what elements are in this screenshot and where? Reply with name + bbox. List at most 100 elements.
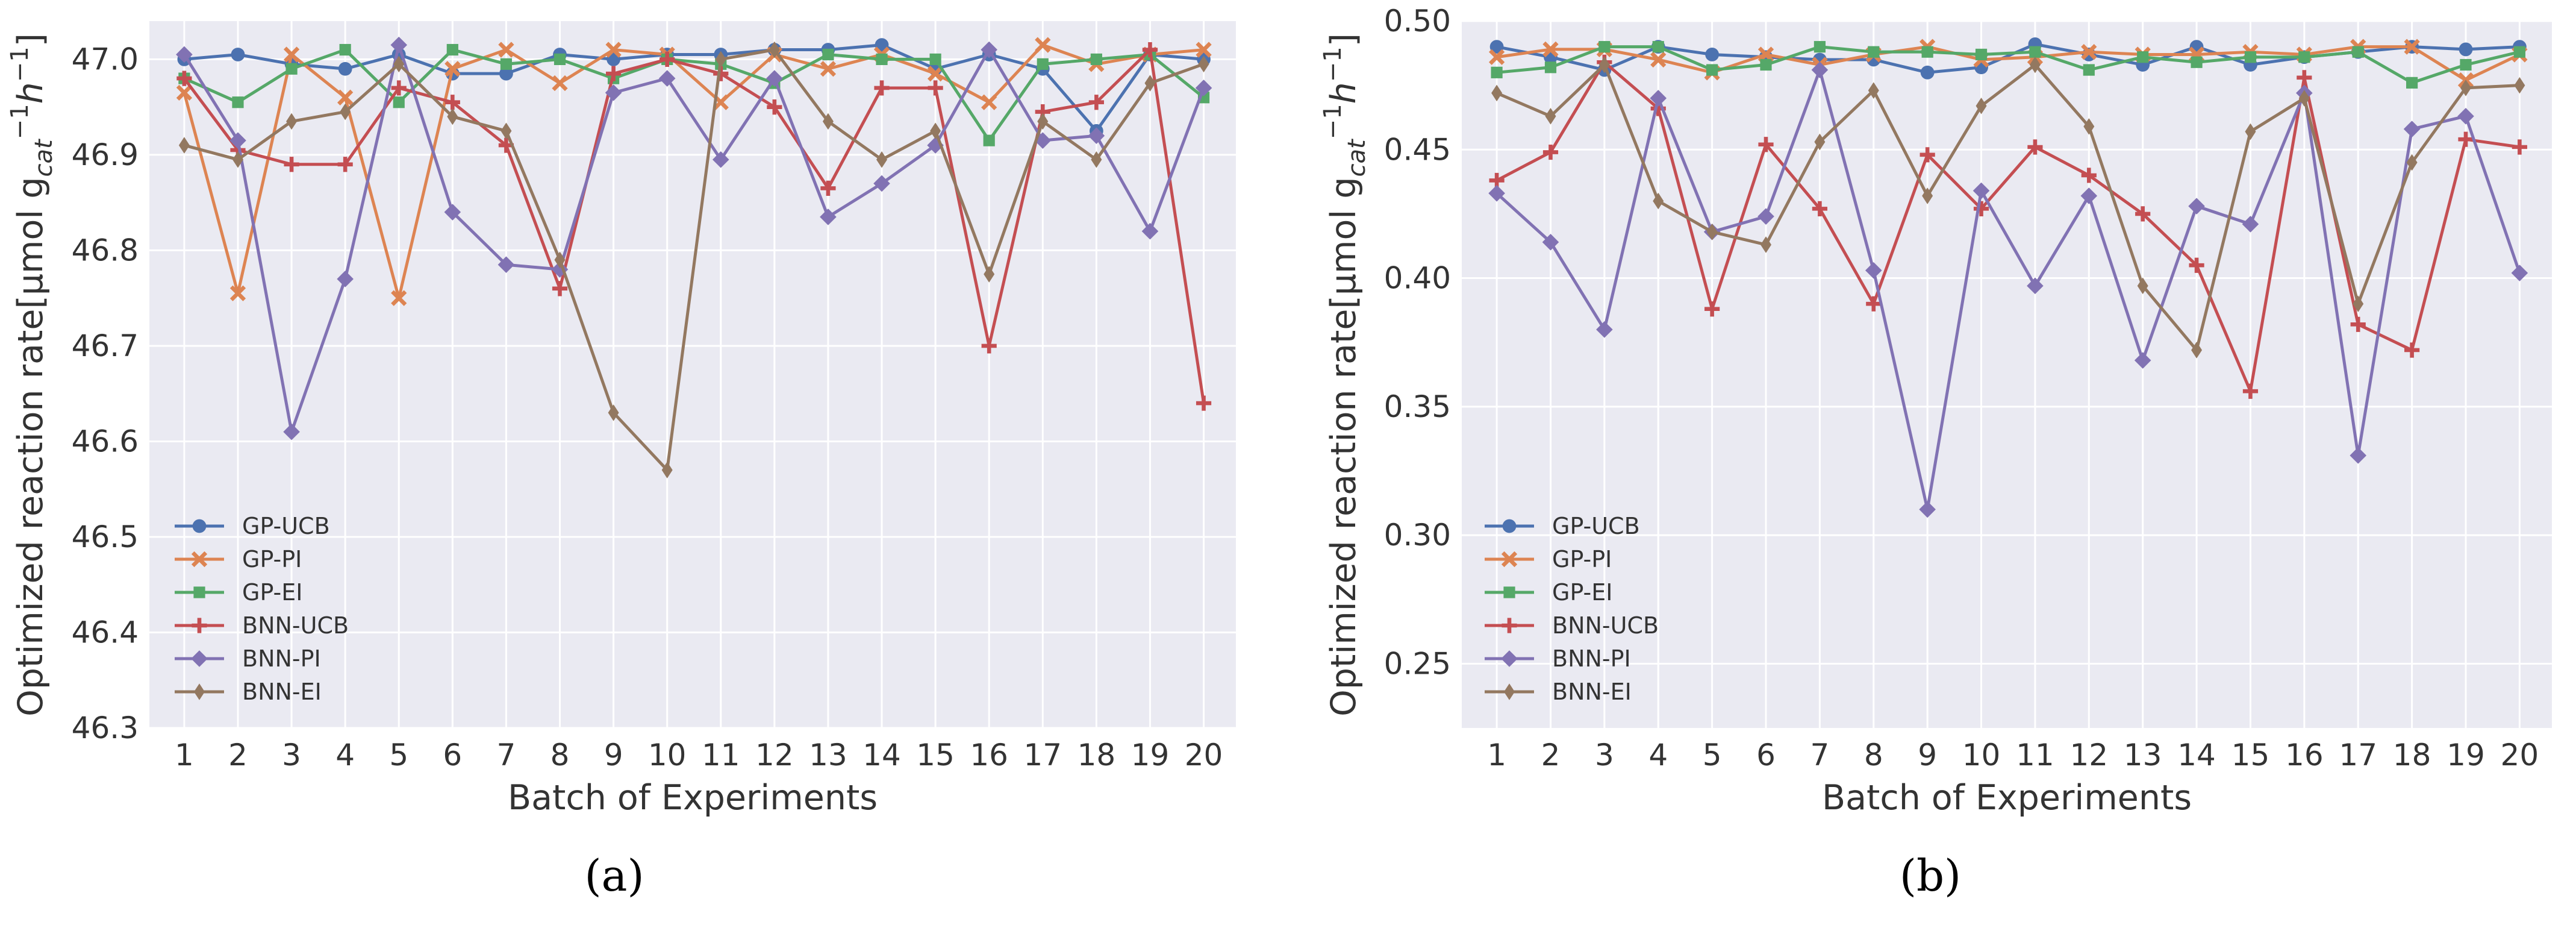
data-point-gp-ucb-shape xyxy=(2459,42,2473,57)
x-tick-label: 20 xyxy=(2501,738,2539,773)
data-point-gp-pi-shape xyxy=(552,75,568,92)
data-point-gp-pi xyxy=(1650,51,1667,68)
data-point-bnn-ei-shape xyxy=(2083,118,2095,135)
panel-label-a: (a) xyxy=(584,850,644,901)
data-point-gp-pi-shape xyxy=(605,42,622,58)
data-point-gp-pi-shape xyxy=(2081,44,2097,60)
data-point-bnn-ei-shape xyxy=(554,251,566,269)
y-tick-label: 46.7 xyxy=(72,328,139,363)
data-point-gp-ucb xyxy=(499,66,513,81)
data-point-gp-ei-shape xyxy=(2029,46,2041,58)
data-point-bnn-ucb-shape xyxy=(2458,131,2474,147)
data-point-bnn-pi-shape xyxy=(873,175,890,192)
y-tick-label: 46.8 xyxy=(72,233,139,268)
data-point-bnn-ucb xyxy=(874,80,890,96)
data-point-bnn-pi-shape xyxy=(551,261,569,278)
data-point-bnn-pi-shape xyxy=(658,70,676,87)
data-point-bnn-ei xyxy=(393,55,405,73)
data-point-gp-ei xyxy=(2029,46,2041,58)
data-point-gp-ucb xyxy=(231,48,245,61)
data-point-gp-pi-shape xyxy=(1488,49,1505,65)
data-point-bnn-ucb-shape xyxy=(1196,395,1212,411)
data-point-gp-pi-shape xyxy=(283,46,300,63)
data-point-bnn-ucb xyxy=(2189,257,2204,273)
data-point-bnn-pi-shape xyxy=(1542,234,1559,251)
data-point-bnn-pi-shape xyxy=(766,70,783,87)
series-line-bnn-ei xyxy=(1496,63,2520,352)
x-tick-label: 4 xyxy=(335,738,355,773)
y-tick-label: 46.6 xyxy=(72,424,139,459)
legend-label: GP-UCB xyxy=(242,513,330,539)
legend-item: BNN-EI xyxy=(1485,679,1632,705)
data-point-bnn-ucb xyxy=(2297,70,2312,86)
data-point-gp-ucb-shape xyxy=(338,61,352,76)
data-point-gp-ei xyxy=(1652,41,1664,53)
data-point-bnn-pi-shape xyxy=(1757,208,1774,225)
x-tick-label: 11 xyxy=(702,738,740,773)
data-point-gp-ei-shape xyxy=(876,53,888,66)
legend-marker-shape xyxy=(1502,519,1517,533)
x-tick-label: 8 xyxy=(550,738,570,773)
y-axis-label-part: ] xyxy=(11,33,51,46)
data-point-gp-ei-shape xyxy=(2083,64,2095,76)
data-point-bnn-ucb xyxy=(2242,383,2259,399)
y-axis-label-part: Optimized reaction rate[μmol g xyxy=(1324,177,1364,716)
y-axis-label-part: −1 xyxy=(1319,46,1347,82)
x-tick-label: 16 xyxy=(2285,738,2324,773)
data-point-gp-ei xyxy=(1491,66,1503,78)
data-point-gp-ei xyxy=(2298,51,2310,63)
data-point-gp-pi-shape xyxy=(1035,37,1051,53)
y-tick-label: 0.40 xyxy=(1384,261,1451,296)
legend-item: BNN-UCB xyxy=(175,612,349,639)
legend-marker xyxy=(1501,551,1518,568)
data-point-bnn-ucb xyxy=(1812,201,1827,216)
data-point-bnn-pi-shape xyxy=(2134,352,2151,369)
data-point-bnn-ei xyxy=(501,122,512,140)
data-point-gp-ucb-shape xyxy=(1489,40,1504,54)
data-point-bnn-ucb-shape xyxy=(820,180,836,196)
y-tick-label: 0.30 xyxy=(1384,518,1451,553)
data-point-gp-ucb-shape xyxy=(1705,48,1720,61)
data-point-gp-pi xyxy=(552,75,568,92)
legend-marker xyxy=(1504,683,1515,700)
series-line-gp-pi xyxy=(1496,45,2521,82)
data-point-bnn-ei-shape xyxy=(447,108,458,125)
data-point-bnn-ucb-shape xyxy=(2242,383,2259,399)
legend-a: GP-UCB GP-PI GP-EI BNN-UCB BNN-PI BNN-EI xyxy=(175,513,349,705)
data-point-bnn-ei xyxy=(2406,154,2418,171)
data-point-gp-pi xyxy=(176,84,193,101)
data-point-gp-ei-shape xyxy=(2460,58,2472,71)
data-point-bnn-pi xyxy=(1542,234,1559,251)
y-axis-label-part: −1 xyxy=(1319,104,1347,139)
data-point-bnn-ucb-shape xyxy=(1920,147,1935,163)
data-point-bnn-ei xyxy=(286,113,298,130)
data-point-bnn-pi xyxy=(658,70,676,87)
data-point-bnn-ucb xyxy=(1088,95,1104,110)
data-point-gp-pi-shape xyxy=(1542,41,1559,58)
x-tick-label: 5 xyxy=(389,738,408,773)
data-point-bnn-pi xyxy=(444,204,461,221)
data-point-gp-ei xyxy=(393,96,405,108)
data-point-bnn-ei xyxy=(1091,151,1102,168)
data-point-bnn-ei xyxy=(2191,342,2203,359)
x-tick-label: 12 xyxy=(2069,738,2108,773)
data-point-gp-ei-shape xyxy=(339,43,351,56)
data-point-gp-pi-shape xyxy=(981,94,997,110)
data-point-bnn-ucb-shape xyxy=(391,80,407,96)
data-point-gp-pi-shape xyxy=(498,42,514,58)
legend-label: BNN-EI xyxy=(242,679,322,705)
data-point-bnn-ei-shape xyxy=(393,55,405,73)
data-point-bnn-ei xyxy=(447,108,458,125)
data-point-gp-pi-shape xyxy=(391,290,407,306)
data-point-bnn-ucb xyxy=(1542,144,1559,160)
data-point-bnn-pi-shape xyxy=(2242,216,2259,233)
data-point-bnn-ei xyxy=(1814,133,1826,151)
data-point-bnn-ei-shape xyxy=(1091,151,1102,168)
panel-label-b: (b) xyxy=(1900,850,1961,901)
data-point-gp-ei xyxy=(1760,58,1772,71)
data-point-bnn-ucb-shape xyxy=(1973,201,1989,216)
legend-marker xyxy=(191,551,208,568)
data-point-gp-pi-shape xyxy=(444,61,461,77)
data-point-bnn-pi xyxy=(1088,127,1105,145)
data-point-bnn-ucb xyxy=(552,281,568,296)
